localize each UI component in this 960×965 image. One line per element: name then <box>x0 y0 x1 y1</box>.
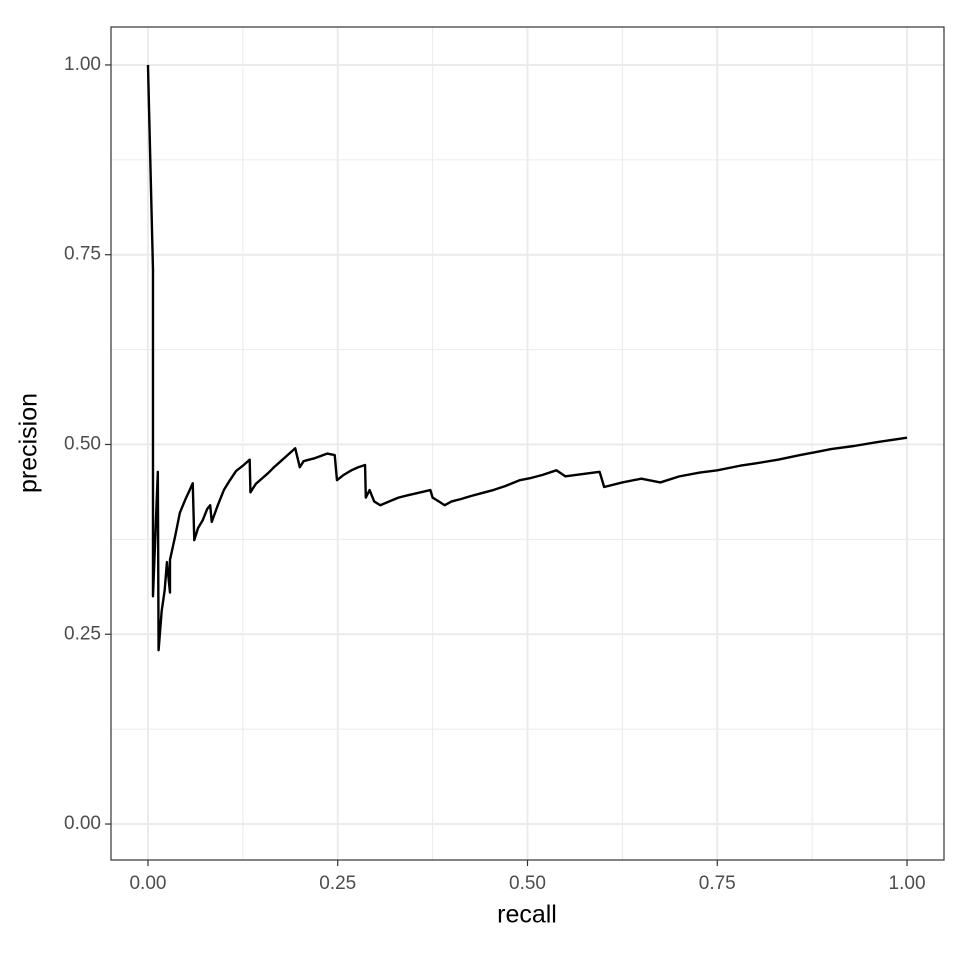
x-tick-label: 0.50 <box>509 873 546 894</box>
x-axis-title: recall <box>497 901 557 929</box>
y-tick-label: 0.00 <box>64 813 101 834</box>
x-tick-label: 0.25 <box>319 873 356 894</box>
x-tick-label: 1.00 <box>889 873 926 894</box>
panel-border <box>110 26 945 861</box>
x-tick-label: 0.75 <box>699 873 736 894</box>
y-tick-label: 0.25 <box>64 623 101 644</box>
y-tick-label: 1.00 <box>64 54 101 75</box>
line <box>146 64 908 652</box>
y-tick-label: 0.50 <box>64 434 101 455</box>
y-tick-label: 0.75 <box>64 244 101 265</box>
x-tick-label: 0.00 <box>129 873 166 894</box>
y-axis-title: precision <box>15 393 43 493</box>
